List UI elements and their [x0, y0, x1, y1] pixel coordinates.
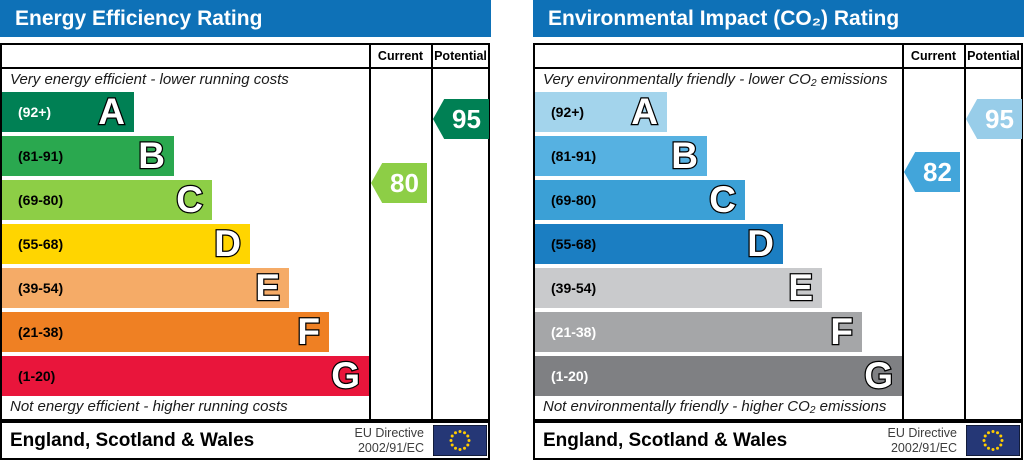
energy-efficiency-panel: Energy Efficiency Rating Current Potenti…	[0, 0, 491, 460]
band-row-c: (69-80) C	[2, 180, 212, 220]
column-divider	[964, 43, 966, 421]
band-range-label: (81-91)	[18, 148, 64, 164]
band-range-label: (21-38)	[18, 324, 64, 340]
panel-title: Energy Efficiency Rating	[0, 0, 491, 37]
band-row-g: (1-20) G	[535, 356, 902, 396]
potential-column-header: Potential	[967, 49, 1020, 63]
header-row-divider	[533, 67, 1023, 69]
band-range-label: (69-80)	[18, 192, 64, 208]
band-row-b: (81-91) B	[2, 136, 174, 176]
band-range-label: (39-54)	[18, 280, 64, 296]
band-letter: E	[787, 266, 814, 308]
potential-rating-value: 95	[985, 104, 1014, 134]
current-rating-value: 82	[923, 157, 952, 187]
top-note: Very energy efficient - lower running co…	[10, 71, 289, 88]
band-row-a: (92+) A	[535, 92, 667, 132]
footer-bar: England, Scotland & Wales EU Directive 20…	[0, 421, 490, 460]
current-column-header: Current	[910, 49, 957, 63]
potential-rating-arrow: 95	[433, 99, 489, 139]
band-range-label: (92+)	[551, 104, 585, 120]
band-row-d: (55-68) D	[535, 224, 783, 264]
current-rating-arrow: 82	[904, 152, 960, 192]
band-range-label: (39-54)	[551, 280, 597, 296]
band-range-label: (55-68)	[18, 236, 64, 252]
band-row-e: (39-54) E	[535, 268, 822, 308]
band-row-f: (21-38) F	[535, 312, 862, 352]
band-letter: A	[630, 90, 659, 132]
band-range-label: (21-38)	[551, 324, 597, 340]
band-row-a: (92+) A	[2, 92, 134, 132]
band-row-c: (69-80) C	[535, 180, 745, 220]
header-row-divider	[0, 67, 490, 69]
band-letter: C	[708, 178, 737, 220]
band-letter: F	[829, 310, 854, 352]
column-divider	[369, 43, 371, 421]
band-row-e: (39-54) E	[2, 268, 289, 308]
band-letter: G	[330, 354, 361, 396]
environmental-impact-panel: Environmental Impact (CO₂) Rating Curren…	[533, 0, 1024, 460]
region-label: England, Scotland & Wales	[10, 429, 255, 451]
band-letter: B	[137, 134, 166, 176]
eu-directive-label: EU Directive 2002/91/EC	[354, 425, 424, 455]
column-divider	[431, 43, 433, 421]
band-letter: D	[213, 222, 242, 264]
potential-column-header: Potential	[434, 49, 487, 63]
potential-rating-value: 95	[452, 104, 481, 134]
top-note: Very environmentally friendly - lower CO…	[543, 71, 888, 88]
band-range-label: (1-20)	[18, 368, 56, 384]
panel-title: Environmental Impact (CO₂) Rating	[533, 0, 1024, 37]
footer-bar: England, Scotland & Wales EU Directive 20…	[533, 421, 1023, 460]
current-rating-arrow: 80	[371, 163, 427, 203]
band-letter: E	[254, 266, 281, 308]
band-row-d: (55-68) D	[2, 224, 250, 264]
bottom-note: Not energy efficient - higher running co…	[10, 398, 288, 415]
band-letter: D	[746, 222, 775, 264]
band-letter: C	[175, 178, 204, 220]
column-divider	[902, 43, 904, 421]
band-letter: A	[97, 90, 126, 132]
band-range-label: (81-91)	[551, 148, 597, 164]
eu-directive-label: EU Directive 2002/91/EC	[887, 425, 957, 455]
potential-rating-arrow: 95	[966, 99, 1022, 139]
band-row-b: (81-91) B	[535, 136, 707, 176]
band-range-label: (69-80)	[551, 192, 597, 208]
eu-flag-icon	[966, 425, 1020, 456]
band-letter: B	[670, 134, 699, 176]
band-row-f: (21-38) F	[2, 312, 329, 352]
eu-flag-icon	[433, 425, 487, 456]
bottom-note: Not environmentally friendly - higher CO…	[543, 398, 887, 415]
band-range-label: (55-68)	[551, 236, 597, 252]
band-row-g: (1-20) G	[2, 356, 369, 396]
region-label: England, Scotland & Wales	[543, 429, 788, 451]
band-range-label: (1-20)	[551, 368, 589, 384]
current-rating-value: 80	[390, 168, 419, 198]
band-range-label: (92+)	[18, 104, 52, 120]
band-letter: F	[296, 310, 321, 352]
current-column-header: Current	[377, 49, 424, 63]
band-letter: G	[863, 354, 894, 396]
